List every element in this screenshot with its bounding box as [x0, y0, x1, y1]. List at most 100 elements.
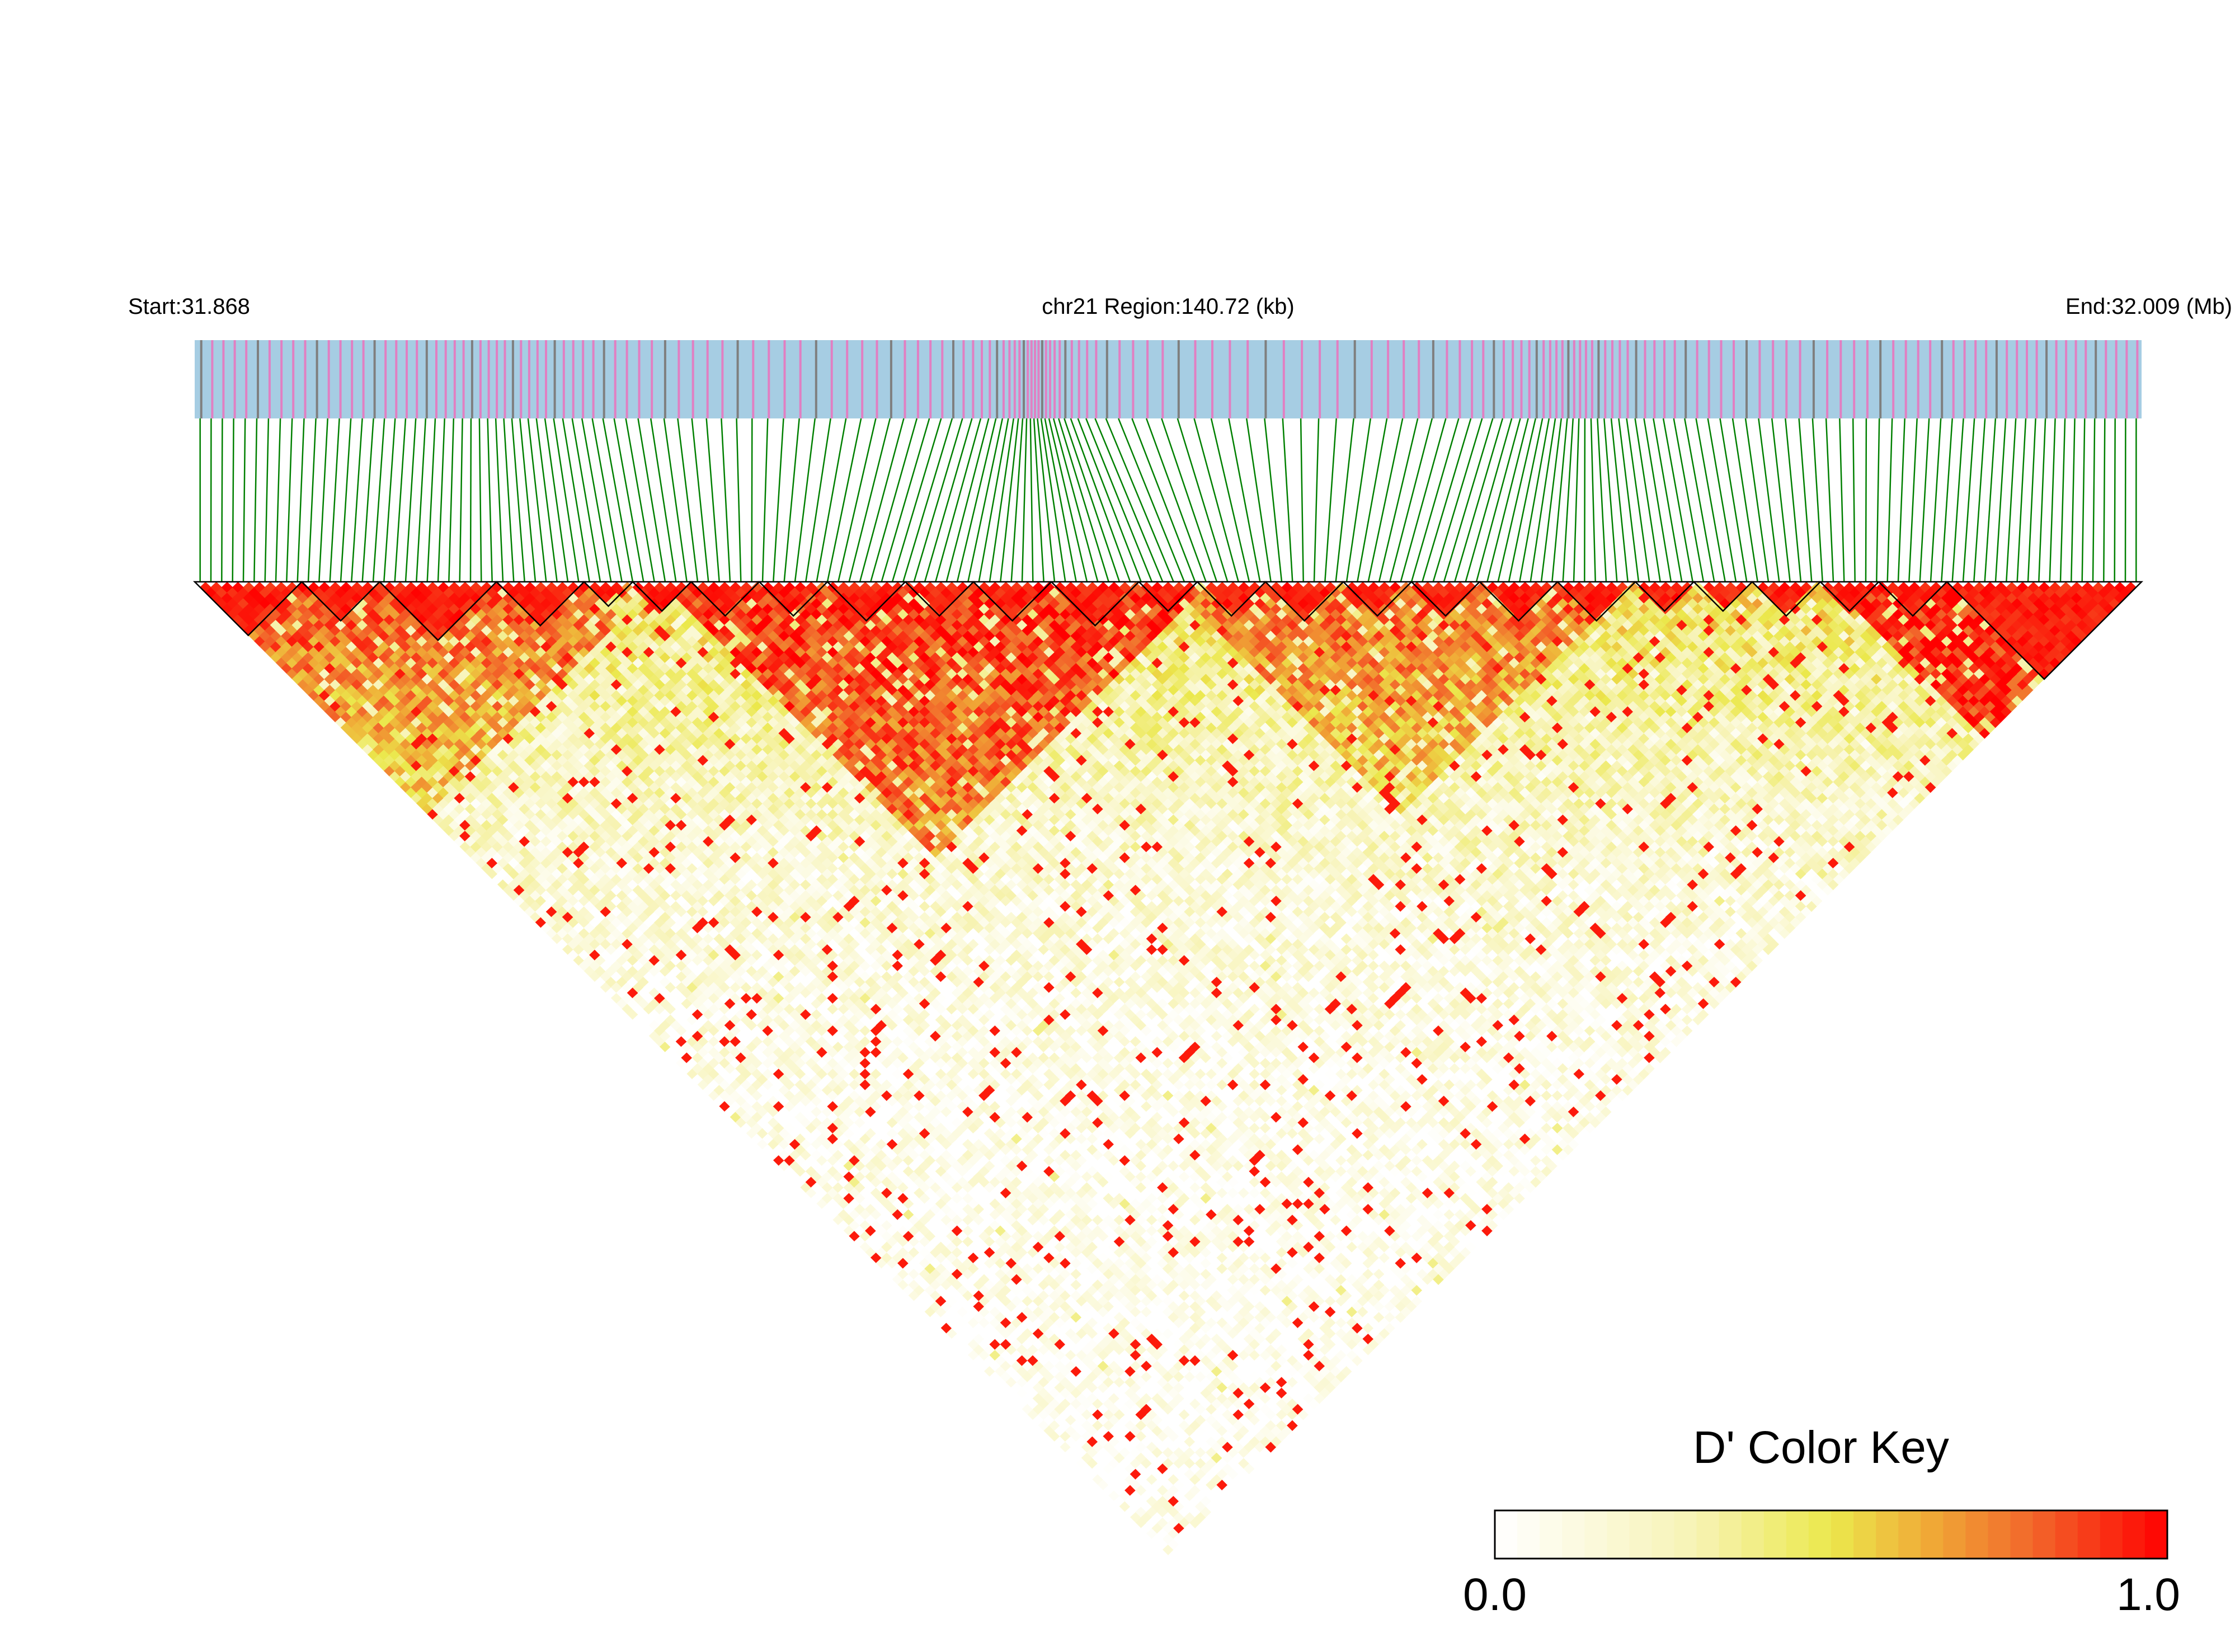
snp-connector	[571, 418, 601, 582]
snp-mark	[1535, 340, 1538, 418]
snp-connector	[1908, 418, 1918, 582]
snp-connector	[1465, 418, 1513, 582]
snp-connector	[1597, 418, 1607, 582]
snp-mark	[2026, 340, 2028, 418]
snp-connector	[372, 418, 385, 582]
snp-connector	[553, 418, 580, 582]
snp-mark	[1018, 340, 1021, 418]
snp-connector	[437, 418, 445, 582]
snp-mark	[1502, 340, 1505, 418]
snp-connector	[1653, 418, 1683, 582]
snp-mark	[2085, 340, 2087, 418]
snp-mark	[1745, 340, 1748, 418]
snp-mark	[1839, 340, 1842, 418]
snp-mark	[1772, 340, 1775, 418]
snp-mark	[1064, 340, 1067, 418]
snp-connector	[591, 418, 623, 582]
snp-mark	[651, 340, 653, 418]
snp-connector	[1584, 418, 1586, 582]
snp-mark	[1520, 340, 1523, 418]
snp-mark	[1758, 340, 1761, 418]
snp-mark	[1211, 340, 1213, 418]
snp-connector	[1324, 418, 1337, 582]
snp-connector	[978, 418, 1009, 582]
snp-connector	[426, 418, 436, 582]
snp-connector	[935, 418, 982, 582]
snp-connector	[1010, 418, 1024, 582]
snp-connector	[1048, 418, 1088, 582]
snp-connector	[1313, 418, 1320, 582]
snp-connector	[351, 418, 363, 582]
snp-mark	[1941, 340, 1944, 418]
snp-connector	[705, 418, 720, 582]
snp-connector	[1962, 418, 1975, 582]
snp-connector	[2049, 418, 2056, 582]
snp-mark	[1049, 340, 1051, 418]
snp-mark	[1070, 340, 1073, 418]
snp-mark	[1194, 340, 1197, 418]
snp-mark	[1673, 340, 1676, 418]
snp-mark	[1008, 340, 1011, 418]
snp-connector	[613, 418, 644, 582]
snp-connector	[1282, 418, 1293, 582]
snp-mark	[444, 340, 447, 418]
end-label: End:32.009 (Mb)	[2065, 294, 2232, 319]
snp-mark	[706, 340, 709, 418]
snp-mark	[1512, 340, 1514, 418]
snp-connector	[1626, 418, 1650, 582]
snp-connector	[416, 418, 427, 582]
ld-cell	[243, 582, 255, 593]
snp-mark	[1370, 340, 1373, 418]
snp-mark	[425, 340, 428, 418]
snp-mark	[572, 340, 575, 418]
snp-connector	[1508, 418, 1544, 582]
snp-mark	[1635, 340, 1638, 418]
snp-connector	[1771, 418, 1791, 582]
snp-mark	[1573, 340, 1575, 418]
snp-connector	[1475, 418, 1521, 582]
snp-connector	[2038, 418, 2046, 582]
snp-connector	[459, 418, 463, 582]
snp-connector	[736, 418, 742, 582]
snp-connector	[1994, 418, 2007, 582]
snp-mark	[625, 340, 628, 418]
snp-connector	[1825, 418, 1834, 582]
snp-mark	[876, 340, 878, 418]
snp-connector	[1695, 418, 1726, 582]
snp-connector	[1839, 418, 1845, 582]
snp-mark	[1826, 340, 1829, 418]
snp-mark	[327, 340, 330, 418]
snp-mark	[245, 340, 248, 418]
snp-connector	[1300, 418, 1304, 582]
snp-mark	[462, 340, 465, 418]
snp-connector	[783, 418, 800, 582]
snp-connector	[1590, 418, 1596, 582]
snp-mark	[2016, 340, 2018, 418]
snp-mark	[2115, 340, 2118, 418]
snp-connector	[1193, 418, 1239, 582]
snp-mark	[1229, 340, 1231, 418]
snp-mark	[1584, 340, 1587, 418]
snp-connector	[1551, 418, 1568, 582]
snp-connector	[1367, 418, 1404, 582]
snp-mark	[351, 340, 354, 418]
snp-mark	[1105, 340, 1108, 418]
snp-mark	[2006, 340, 2008, 418]
snp-connector	[1886, 418, 1893, 582]
snp-connector	[2027, 418, 2036, 582]
snp-connector	[1454, 418, 1504, 582]
snp-track-background	[195, 340, 2142, 418]
snp-connector	[902, 418, 953, 582]
snp-mark	[603, 340, 605, 418]
snp-mark	[1528, 340, 1531, 418]
snp-connector	[1876, 418, 1880, 582]
snp-mark	[592, 340, 595, 418]
snp-mark	[1853, 340, 1856, 418]
snp-mark	[211, 340, 214, 418]
snp-connector	[340, 418, 352, 582]
snp-mark	[1044, 340, 1047, 418]
snp-mark	[1952, 340, 1955, 418]
snp-connector	[1029, 418, 1034, 582]
snp-mark	[1387, 340, 1390, 418]
snp-mark	[1058, 340, 1061, 418]
